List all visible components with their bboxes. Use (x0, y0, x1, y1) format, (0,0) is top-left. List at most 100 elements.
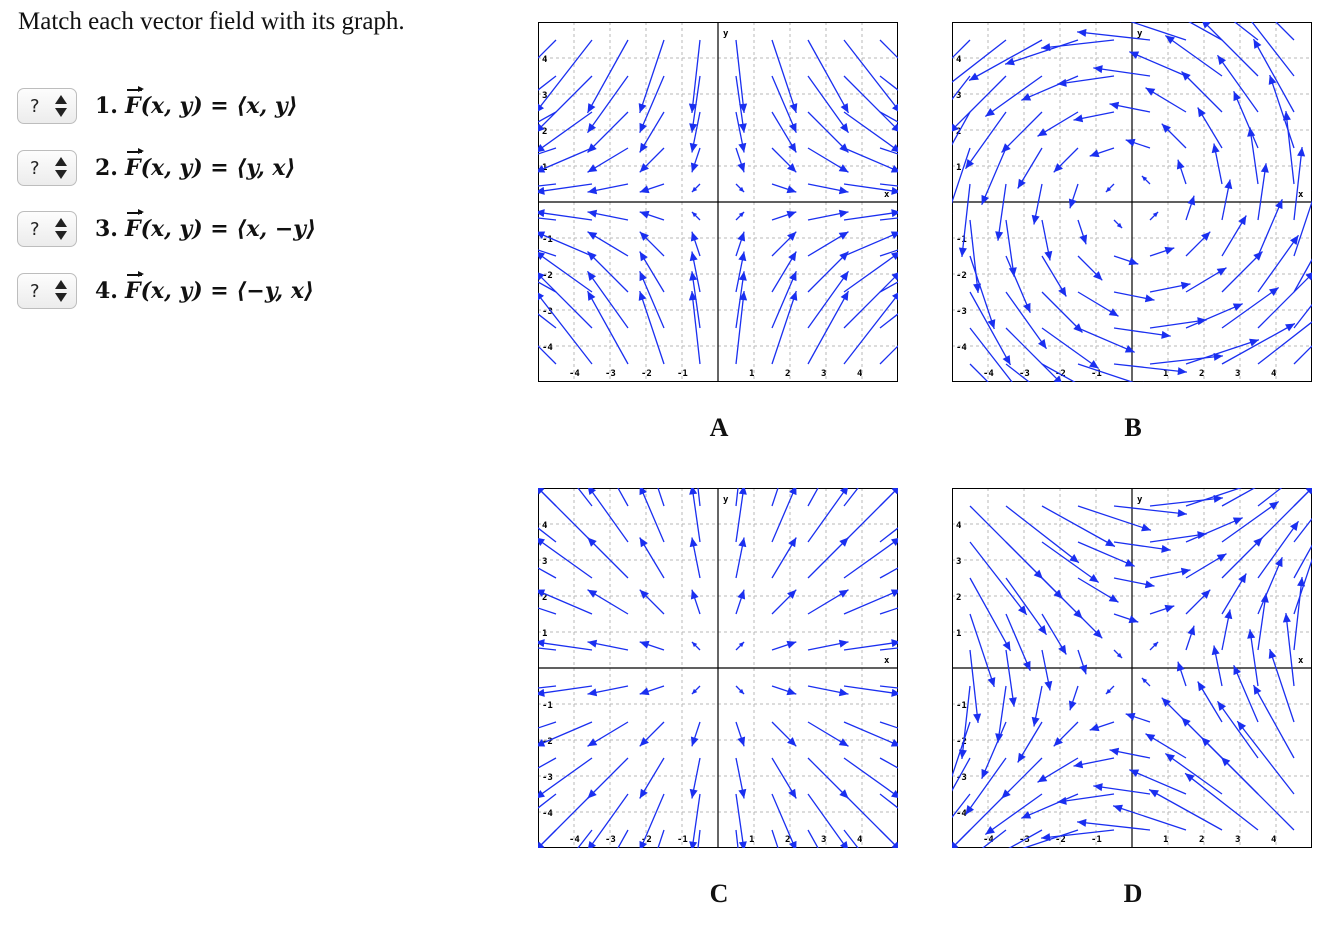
vector-arrow (961, 183, 971, 257)
vector-arrow (1113, 327, 1171, 337)
arrow-head (1023, 302, 1031, 313)
arrow-head (839, 123, 849, 133)
arrow-head (587, 251, 597, 261)
y-tick-label: -4 (542, 809, 553, 819)
vector-arrow (1148, 788, 1223, 831)
arrow-head (789, 840, 797, 848)
vector-arrow (843, 147, 898, 172)
answer-select-3[interactable]: ? (17, 211, 77, 247)
arrow-head (1233, 91, 1241, 102)
vector-arrow (691, 39, 701, 113)
arrow-head (738, 211, 745, 218)
arrow-head (691, 688, 698, 695)
vector-arrow (843, 39, 898, 111)
arrow-head (1180, 567, 1191, 576)
arrow-head (1177, 509, 1187, 518)
arrow-head (987, 677, 996, 687)
arrow-head (587, 143, 597, 153)
question-4: ? 4. F (x, y) = ⟨−y, x⟩ (17, 271, 314, 310)
vector-arrow (1275, 22, 1295, 41)
vector-arrow (1041, 327, 1100, 370)
answer-select-1[interactable]: ? (17, 88, 77, 124)
arrow-head (1089, 359, 1099, 369)
arrow-head (890, 739, 898, 747)
x-axis-label: x (1298, 656, 1304, 666)
vector-arrow (843, 590, 898, 615)
vector-arrow (952, 111, 971, 146)
arrow-head (1129, 769, 1140, 777)
arrow-head (1176, 661, 1185, 672)
graph-c[interactable]: x y -4 -4 -3 -3 -2 -2 -1 -1 1 1 2 2 3 3 4 4 (538, 488, 898, 848)
arrow-head (738, 251, 747, 262)
arrow-head (1289, 235, 1299, 245)
x-tick-label: 2 (1199, 835, 1204, 845)
vector-arrow (617, 488, 629, 507)
vector-arrow (538, 232, 593, 257)
vector-arrow (538, 793, 593, 848)
vector-arrow (1293, 199, 1312, 257)
arrow-head (1268, 75, 1277, 85)
arrow-head (1282, 613, 1291, 623)
arrow-head (1144, 294, 1155, 303)
arrow-head (838, 231, 849, 240)
arrow-head (1216, 553, 1227, 562)
arrow-head (1161, 544, 1171, 553)
question-number-2: 2. (95, 155, 118, 181)
arrow-head (538, 143, 545, 152)
x-axis-label: x (884, 656, 890, 666)
arrow-head (1180, 281, 1191, 290)
answer-select-4[interactable]: ? (17, 273, 77, 309)
answer-select-2[interactable]: ? (17, 150, 77, 186)
arrow-head (786, 687, 797, 696)
arrow-head (965, 159, 975, 169)
vector-arrow (538, 147, 557, 155)
arrow-head (587, 231, 598, 240)
arrow-head (839, 271, 849, 281)
x-tick-label: 3 (821, 835, 826, 845)
arrow-head (1289, 521, 1299, 531)
vector-arrow (843, 293, 898, 365)
vector-arrow (843, 252, 898, 293)
arrow-head (738, 537, 747, 548)
vector-arrow (879, 607, 898, 615)
question-text-1: 1. F (x, y) = ⟨x, y⟩ (95, 86, 298, 119)
vector-arrow (1093, 785, 1151, 795)
vector-arrow (807, 829, 819, 848)
arrow-head (891, 143, 898, 152)
arrow-head (1268, 649, 1277, 659)
arrow-head (538, 165, 546, 173)
question-number-4: 4. (95, 278, 118, 304)
arrow-head (1058, 286, 1067, 297)
vector-arrow (1293, 147, 1303, 221)
vector-arrow (969, 577, 1012, 652)
arrow-head (786, 640, 797, 649)
vector-arrow (1257, 163, 1267, 221)
arrow-head (538, 103, 545, 112)
arrow-head (839, 841, 848, 848)
arrow-head (639, 589, 649, 599)
arrow-head (1044, 680, 1053, 691)
arrow-head (958, 749, 967, 759)
x-tick-label: 4 (1271, 835, 1277, 845)
vector-arrow (843, 721, 898, 746)
arrow-head (958, 247, 967, 257)
arrow-head (985, 825, 995, 835)
vector-arrow (879, 217, 898, 221)
arrow-head (1269, 287, 1279, 297)
arrow-head (1079, 234, 1088, 245)
vector-arrow (735, 271, 745, 329)
vector-arrow (807, 251, 849, 293)
arrow-head (891, 688, 898, 697)
arrow-head (789, 122, 797, 133)
vector-arrow (586, 270, 629, 329)
vector-arrow (1285, 111, 1295, 185)
y-tick-label: 1 (956, 163, 961, 173)
x-tick-label: -2 (641, 835, 652, 845)
arrow-head (787, 589, 797, 599)
question-text-4: 4. F (x, y) = ⟨−y, x⟩ (95, 271, 314, 304)
arrow-head (973, 713, 982, 723)
